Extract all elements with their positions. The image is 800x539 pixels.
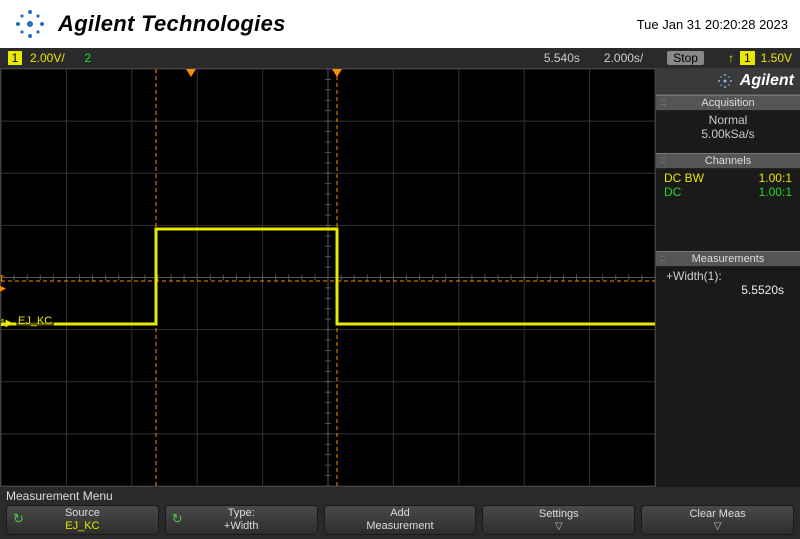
channels-body: DC BW 1.00:1 DC 1.00:1: [656, 169, 800, 201]
acq-mode: Normal: [662, 113, 794, 127]
softkey-add-line1: Add: [390, 507, 410, 520]
scope-canvas: [1, 69, 655, 486]
trigger-readout: ↑ 1 1.50V: [728, 51, 792, 65]
brand-text: Agilent Technologies: [58, 11, 286, 37]
trigger-channel: 1: [740, 51, 755, 65]
ch2-info: DC 1.00:1: [662, 185, 794, 199]
waveform-display[interactable]: T▶ 1▶ EJ_KC: [0, 68, 656, 487]
ch1-indicator: 1: [8, 51, 22, 65]
softkey-source-value: EJ_KC: [65, 520, 99, 533]
ch1-probe: 1.00:1: [759, 171, 792, 185]
ch2-probe: 1.00:1: [759, 185, 792, 199]
trace-label: EJ_KC: [16, 315, 54, 327]
run-state: Stop: [667, 51, 704, 65]
softkey-clear-label: Clear Meas: [689, 508, 745, 521]
meas-value: 5.5520s: [662, 283, 794, 297]
channels-header: Channels: [656, 153, 800, 169]
measurements-body: +Width(1): 5.5520s: [656, 267, 800, 299]
measurements-header: Measurements: [656, 251, 800, 267]
ch1-ground-marker: 1▶: [0, 319, 13, 329]
side-panel: Agilent Acquisition Normal 5.00kSa/s Cha…: [656, 68, 800, 487]
ch1-coupling: DC BW: [664, 171, 704, 185]
ch2-indicator: 2: [81, 51, 95, 65]
softkey-type-value: +Width: [224, 520, 259, 533]
softkey-type[interactable]: ↻ Type: +Width: [165, 505, 318, 535]
softkey-source-label: Source: [65, 507, 100, 520]
cycle-icon: ↻: [172, 512, 183, 527]
meas-label: +Width(1):: [662, 269, 794, 283]
side-brand-text: Agilent: [740, 72, 794, 90]
brand: Agilent Technologies: [12, 6, 286, 42]
ch2-coupling: DC: [664, 185, 681, 199]
menu-title: Measurement Menu: [0, 487, 800, 505]
softkey-settings-label: Settings: [539, 508, 579, 521]
softkey-menu: Measurement Menu ↻ Source EJ_KC ↻ Type: …: [0, 487, 800, 539]
trigger-level: 1.50V: [761, 51, 792, 65]
softkey-settings[interactable]: Settings ▽: [482, 505, 635, 535]
agilent-spark-icon: [716, 72, 734, 90]
trigger-edge-icon: ↑: [728, 51, 734, 65]
ch1-info: DC BW 1.00:1: [662, 171, 794, 185]
acquisition-header: Acquisition: [656, 95, 800, 111]
acquisition-body: Normal 5.00kSa/s: [656, 111, 800, 143]
delay-readout: 5.540s: [544, 51, 580, 65]
main-area: T▶ 1▶ EJ_KC Agilent Acquisition Normal 5…: [0, 68, 800, 487]
softkey-clear-meas[interactable]: Clear Meas ▽: [641, 505, 794, 535]
softkey-source[interactable]: ↻ Source EJ_KC: [6, 505, 159, 535]
top-bar: Agilent Technologies Tue Jan 31 20:20:28…: [0, 0, 800, 48]
trigger-level-marker: T▶: [0, 275, 6, 293]
timebase-readout: 2.000s/: [604, 51, 643, 65]
side-brand: Agilent: [656, 68, 800, 95]
submenu-icon: ▽: [714, 521, 722, 533]
softkey-add-measurement[interactable]: Add Measurement: [324, 505, 477, 535]
submenu-icon: ▽: [555, 521, 563, 533]
softkey-type-label: Type:: [228, 507, 255, 520]
agilent-spark-icon: [12, 6, 48, 42]
ch1-scale: 2.00V/: [30, 51, 65, 65]
softkey-add-line2: Measurement: [366, 520, 433, 533]
cycle-icon: ↻: [13, 512, 24, 527]
status-bar: 1 2.00V/ 2 5.540s 2.000s/ Stop ↑ 1 1.50V: [0, 48, 800, 68]
acq-rate: 5.00kSa/s: [662, 127, 794, 141]
timestamp: Tue Jan 31 20:20:28 2023: [637, 17, 788, 32]
